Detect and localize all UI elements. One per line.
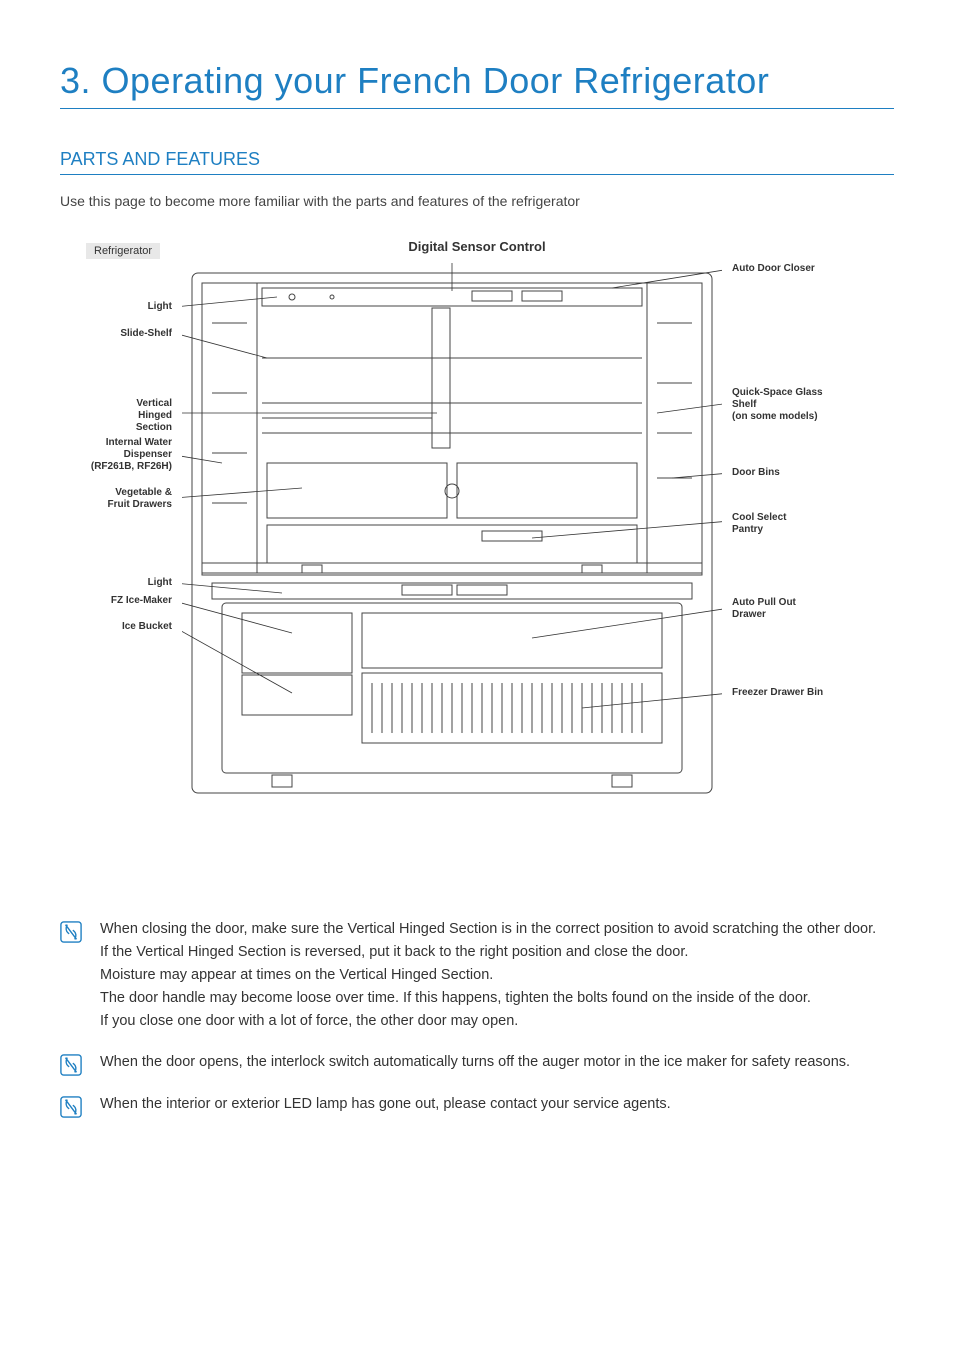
note-icon bbox=[60, 1096, 82, 1118]
note-line: If you close one door with a lot of forc… bbox=[100, 1011, 894, 1032]
chapter-title: 3. Operating your French Door Refrigerat… bbox=[60, 60, 894, 109]
fridge-illustration bbox=[182, 263, 722, 803]
note-line: If the Vertical Hinged Section is revers… bbox=[100, 942, 894, 963]
note-text-2: When the door opens, the interlock switc… bbox=[100, 1052, 894, 1075]
note-text-3: When the interior or exterior LED lamp h… bbox=[100, 1094, 894, 1117]
label-auto-door: Auto Door Closer bbox=[732, 263, 882, 275]
note-block-2: When the door opens, the interlock switc… bbox=[60, 1052, 894, 1076]
label-freezer-bin: Freezer Drawer Bin bbox=[732, 687, 882, 699]
note-text-1: When closing the door, make sure the Ver… bbox=[100, 919, 894, 1034]
label-quick-space: Quick-Space Glass Shelf (on some models) bbox=[732, 387, 882, 423]
note-line: When the door opens, the interlock switc… bbox=[100, 1052, 894, 1073]
note-icon bbox=[60, 921, 82, 943]
label-auto-pull-out: Auto Pull Out Drawer bbox=[732, 597, 882, 621]
label-fz-icemaker: FZ Ice-Maker bbox=[62, 595, 172, 607]
note-block-1: When closing the door, make sure the Ver… bbox=[60, 919, 894, 1034]
label-light2: Light bbox=[62, 577, 172, 589]
label-water-dispenser: Internal Water Dispenser (RF261B, RF26H) bbox=[62, 437, 172, 473]
note-block-3: When the interior or exterior LED lamp h… bbox=[60, 1094, 894, 1118]
label-light1: Light bbox=[62, 301, 172, 313]
label-vertical-hinged: Vertical Hinged Section bbox=[62, 398, 172, 434]
label-door-bins: Door Bins bbox=[732, 467, 882, 479]
note-line: When the interior or exterior LED lamp h… bbox=[100, 1094, 894, 1115]
label-cool-select: Cool Select Pantry bbox=[732, 512, 882, 536]
intro-text: Use this page to become more familiar wi… bbox=[60, 193, 894, 209]
note-line: The door handle may become loose over ti… bbox=[100, 988, 894, 1009]
label-veg-fruit: Vegetable & Fruit Drawers bbox=[62, 487, 172, 511]
parts-diagram: Digital Sensor Control Refrigerator Ligh… bbox=[62, 239, 892, 819]
section-title: PARTS AND FEATURES bbox=[60, 149, 894, 175]
label-slide-shelf: Slide-Shelf bbox=[62, 328, 172, 340]
note-line: When closing the door, make sure the Ver… bbox=[100, 919, 894, 940]
label-ice-bucket: Ice Bucket bbox=[62, 621, 172, 633]
note-icon bbox=[60, 1054, 82, 1076]
note-line: Moisture may appear at times on the Vert… bbox=[100, 965, 894, 986]
refrigerator-badge: Refrigerator bbox=[86, 243, 160, 259]
diagram-top-label: Digital Sensor Control bbox=[408, 239, 545, 254]
